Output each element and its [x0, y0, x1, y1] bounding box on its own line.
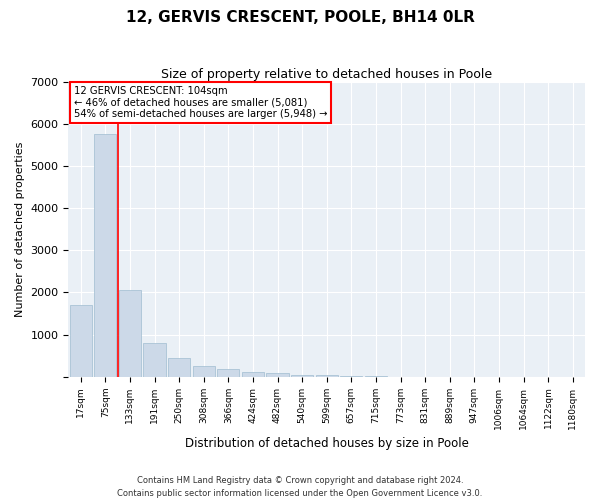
Y-axis label: Number of detached properties: Number of detached properties	[15, 142, 25, 317]
Bar	[340, 376, 362, 377]
Text: 12 GERVIS CRESCENT: 104sqm
← 46% of detached houses are smaller (5,081)
54% of s: 12 GERVIS CRESCENT: 104sqm ← 46% of deta…	[74, 86, 327, 120]
Bar	[143, 343, 166, 377]
Text: 12, GERVIS CRESCENT, POOLE, BH14 0LR: 12, GERVIS CRESCENT, POOLE, BH14 0LR	[125, 10, 475, 25]
Bar	[242, 372, 264, 377]
Bar	[266, 374, 289, 377]
Bar	[217, 369, 239, 377]
Bar	[316, 376, 338, 377]
Bar	[291, 374, 313, 377]
Text: Contains HM Land Registry data © Crown copyright and database right 2024.
Contai: Contains HM Land Registry data © Crown c…	[118, 476, 482, 498]
Title: Size of property relative to detached houses in Poole: Size of property relative to detached ho…	[161, 68, 492, 80]
Bar	[119, 290, 141, 377]
Bar	[168, 358, 190, 377]
X-axis label: Distribution of detached houses by size in Poole: Distribution of detached houses by size …	[185, 437, 469, 450]
Bar	[70, 305, 92, 377]
Bar	[94, 134, 116, 377]
Bar	[193, 366, 215, 377]
